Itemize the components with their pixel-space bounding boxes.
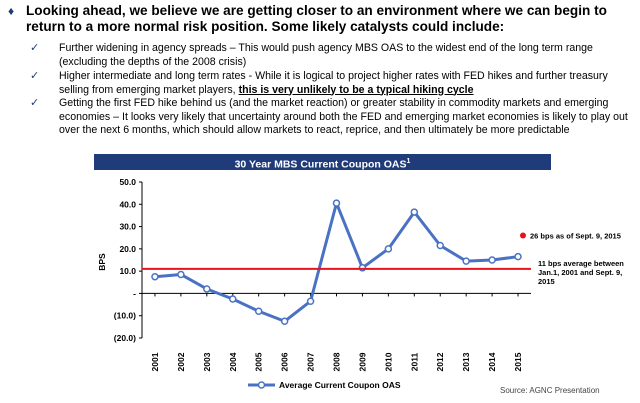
x-tick-label: 2009	[357, 352, 367, 371]
series-point	[280, 317, 289, 326]
diamond-bullet-icon: ♦	[8, 4, 15, 18]
bullet-text: Getting the first FED hike behind us (an…	[59, 97, 629, 138]
x-tick-label: 2002	[176, 352, 186, 371]
x-tick-label: 2004	[228, 352, 238, 371]
headline-text: Looking ahead, we believe we are getting…	[26, 3, 607, 34]
y-tick-label: (10.0)	[114, 311, 136, 321]
source-note: Source: AGNC Presentation	[500, 386, 600, 395]
checkmark-icon: ✓	[30, 97, 40, 109]
x-tick-label: 2003	[202, 352, 212, 371]
series-point	[384, 245, 393, 253]
bullet-text: Higher intermediate and long term rates …	[59, 70, 629, 97]
x-tick-label: 2011	[409, 353, 419, 372]
series-point	[436, 241, 444, 250]
current-oas-point	[520, 232, 526, 239]
series-point	[151, 272, 159, 281]
checkmark-icon: ✓	[30, 42, 40, 54]
current-oas-label: 26 bps as of Sept. 9, 2015	[530, 231, 621, 240]
series-point	[410, 208, 419, 216]
legend-marker	[257, 381, 266, 389]
series-point	[177, 270, 185, 279]
series-point	[203, 285, 211, 293]
legend-label: Average Current Coupon OAS	[279, 380, 401, 390]
x-tick-label: 2001	[150, 352, 160, 371]
y-axis-label: BPS	[97, 253, 107, 271]
x-tick-label: 2013	[461, 352, 471, 371]
bullet-text-main: Getting the first FED hike behind us (an…	[59, 97, 628, 136]
series-point	[332, 199, 341, 207]
bullet-text-main: Higher intermediate and long term rates …	[59, 70, 608, 96]
series-point	[229, 295, 237, 303]
x-tick-label: 2005	[254, 352, 264, 371]
chart-title-superscript: 1	[406, 158, 411, 165]
y-tick-label: (20.0)	[114, 333, 136, 343]
x-tick-label: 2014	[487, 352, 497, 371]
x-tick-label: 2010	[383, 352, 393, 371]
checkmark-icon: ✓	[30, 70, 40, 82]
series-point	[462, 257, 470, 265]
y-tick-label: 40.0	[119, 199, 136, 209]
y-tick-label: 10.0	[119, 266, 136, 276]
bullet-text: Further widening in agency spreads – Thi…	[59, 42, 629, 69]
y-tick-label: -	[133, 288, 136, 298]
x-tick-label: 2015	[513, 352, 523, 371]
chart-title: 30 Year MBS Current Coupon OAS1	[94, 154, 551, 171]
average-line-label: 11 bps average between Jan.1, 2001 and Se…	[538, 259, 624, 286]
x-tick-label: 2006	[280, 352, 290, 371]
x-tick-label: 2008	[332, 352, 342, 371]
x-tick-label: 2007	[306, 352, 316, 371]
x-tick-label: 2012	[435, 352, 445, 371]
chart-title-text: 30 Year MBS Current Coupon OAS	[234, 158, 407, 171]
series-point	[514, 252, 522, 261]
y-tick-label: 50.0	[119, 177, 136, 187]
bullet-emphasis: this is very unlikely to be a typical hi…	[238, 83, 474, 96]
y-tick-label: 30.0	[119, 222, 136, 232]
bullet-text-main: Further widening in agency spreads – Thi…	[59, 42, 593, 68]
y-tick-label: 20.0	[119, 244, 136, 254]
series-point	[306, 297, 315, 305]
series-point	[254, 307, 263, 316]
series-point	[488, 256, 496, 264]
